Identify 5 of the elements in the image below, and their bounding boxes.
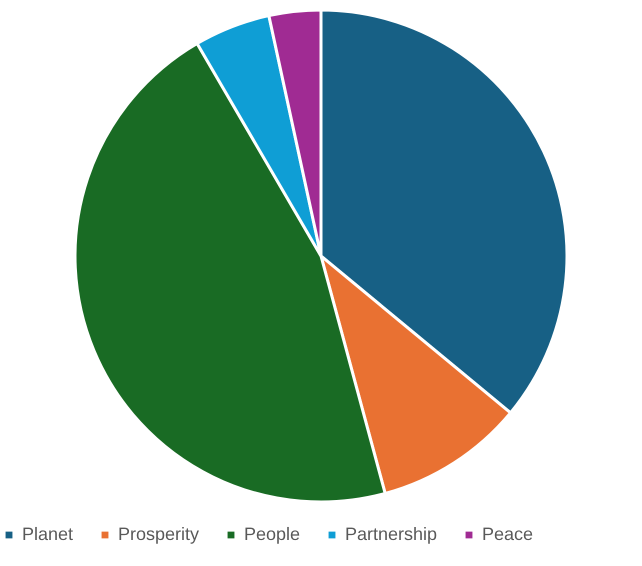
legend-label: Prosperity [118,524,200,544]
legend-label: People [244,524,300,544]
legend-label: Planet [22,524,74,544]
legend-label: Partnership [345,524,438,544]
legend-label: Peace [482,524,534,544]
